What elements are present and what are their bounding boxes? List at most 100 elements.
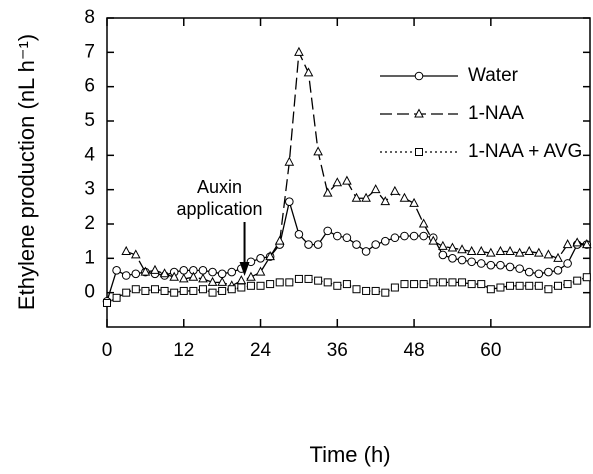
marker [476,245,487,255]
marker [370,184,381,194]
marker [496,260,505,270]
marker [438,240,448,250]
y-axis-label: Ethylene production (nL h⁻¹) [14,34,39,310]
marker [544,267,553,277]
marker [506,281,515,290]
y-tick-label: 1 [84,247,95,268]
marker [246,257,256,267]
marker [582,273,591,282]
marker [563,259,572,268]
marker [457,244,467,254]
marker [371,286,380,295]
marker [496,283,505,292]
marker [466,245,477,255]
marker [198,273,208,283]
marker [112,266,121,275]
y-tick-label: 3 [84,179,95,200]
marker [390,185,400,195]
legend-label: Water [468,65,519,86]
legend-label: 1-NAA + AVG [468,141,582,162]
marker [303,67,314,77]
marker [573,276,582,285]
marker [140,266,151,276]
marker [217,276,227,286]
marker [429,278,438,287]
marker [563,280,572,289]
marker [217,269,227,279]
marker [179,266,189,275]
marker [534,281,543,290]
marker [448,278,457,287]
marker [505,262,515,272]
marker [150,264,160,274]
annotation: Auxin application [176,177,263,219]
marker [256,254,265,263]
marker [457,255,467,265]
marker [237,283,246,292]
marker [562,239,573,249]
marker [419,231,428,241]
marker [352,240,361,249]
marker [169,271,180,281]
marker [553,252,563,262]
marker [333,281,342,290]
marker [524,267,534,277]
marker [188,271,199,281]
marker [218,286,227,295]
marker [332,177,343,187]
y-tick-label: 6 [84,76,95,97]
marker [380,196,391,206]
x-tick-label: 36 [327,340,348,361]
marker [476,259,486,268]
marker [352,285,361,294]
marker [294,230,304,239]
marker [170,288,179,297]
marker [544,285,553,294]
marker [351,192,362,202]
marker [505,245,515,255]
marker [236,275,247,285]
marker [121,245,132,255]
marker [323,226,333,236]
marker [121,271,131,280]
marker [438,278,447,287]
y-tick-label: 5 [84,110,95,131]
marker [189,286,198,295]
marker [514,247,525,257]
marker [525,281,534,290]
x-tick-label: 48 [404,340,425,361]
marker [342,233,352,243]
marker [285,278,294,287]
marker [515,281,524,290]
marker [495,245,506,255]
marker [322,187,333,197]
marker [390,283,399,292]
marker [255,266,266,276]
marker [284,156,295,166]
marker [313,240,323,249]
marker [524,245,535,255]
marker [246,271,256,281]
marker [415,148,423,156]
marker [285,197,294,206]
marker [130,249,141,259]
marker [131,269,141,279]
y-tick-label: 2 [84,213,95,234]
marker [304,274,313,283]
y-tick-label: 8 [84,7,95,28]
marker [438,250,448,260]
marker [131,285,140,294]
marker [122,288,131,297]
annotation-box: Auxin application [176,177,263,219]
y-tick-label: 7 [84,41,95,62]
marker [533,247,544,257]
marker [323,278,332,287]
marker [141,286,150,295]
marker [266,280,275,289]
marker [208,288,217,297]
marker [554,281,563,290]
marker [380,236,390,246]
marker [418,218,429,228]
